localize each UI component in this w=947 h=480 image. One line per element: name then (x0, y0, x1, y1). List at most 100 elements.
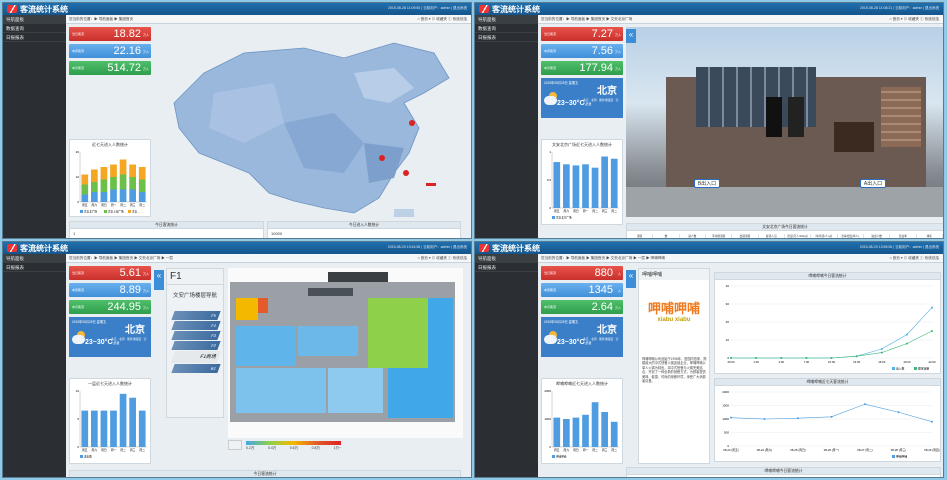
user-info[interactable]: 2015-08-28 11:08:21 | 当前用户：admin | 退出系统 (860, 6, 939, 10)
x-tick-label: 19:00 (903, 360, 910, 364)
zone-high[interactable] (236, 298, 258, 320)
bar (110, 164, 117, 177)
sidebar-item-nav[interactable]: 导航面板 (475, 254, 538, 263)
title-bar: 客流统计系统 2015-08-28 11:08:21 | 当前用户：admin … (475, 3, 943, 15)
x-tick-label: 08-29 (周四) (924, 448, 939, 452)
cloud-icon (544, 335, 557, 344)
toolbar-links[interactable]: ⌂ 首页 ▾ ⊙ 收藏夹 ⓘ 系统总结 (889, 17, 940, 21)
zone-low[interactable] (236, 368, 326, 413)
zone-low[interactable] (428, 298, 453, 368)
floor-button[interactable]: F3 (171, 331, 221, 340)
legend-toggle[interactable] (228, 440, 242, 450)
zone-low[interactable] (388, 368, 453, 418)
china-map[interactable] (164, 33, 464, 223)
y-tick-label: 5 (77, 417, 79, 421)
y-tick-label: 20 (76, 150, 80, 154)
user-info[interactable]: 2015-08-29 13:55:06 | 当前用户：admin | 退出系统 (859, 245, 939, 249)
bar (553, 417, 561, 447)
user-info[interactable]: 2015-08-28 11:09:50 | 当前用户：admin | 退出系统 (388, 6, 467, 10)
bar (601, 412, 608, 447)
sidebar-item-report[interactable]: 日报报表 (475, 263, 538, 272)
app-title: 客流统计系统 (492, 5, 540, 14)
today-line-panel: 呷哺呷哺今日客流统计 0 10 20 30 40 20:00 1:00 4:00 7:00 10:… (714, 272, 941, 374)
zone-low[interactable] (298, 326, 358, 356)
shop-name: 呷哺呷哺 (639, 269, 709, 280)
floor-button[interactable]: F4 (171, 321, 221, 330)
legend-label: 文安上海广场 (108, 210, 124, 214)
floor-button[interactable]: F5 (171, 311, 221, 320)
table-header-cell: 平均通道值 (706, 234, 733, 238)
sidebar-item-nav[interactable]: 导航面板 (475, 15, 538, 24)
y-tick-label: 10 (726, 338, 730, 342)
y-tick-label: 2000 (544, 389, 551, 393)
x-tick-label: 周三 (130, 448, 136, 452)
table-header-cell: 数 (653, 234, 680, 238)
x-tick-label: 周三 (602, 448, 608, 452)
bar (81, 174, 89, 185)
line-chart-today: 0 10 20 30 40 20:00 1:00 4:00 7:00 10:00 13:00 16:0… (726, 284, 936, 371)
bar (119, 159, 127, 175)
x-tick-label: 10:00 (828, 360, 835, 364)
sidebar-item-report[interactable]: 日报报表 (3, 263, 66, 272)
x-tick-label: 08-27 (周二) (857, 448, 872, 452)
table-header: 通道数进人数 平均通道值 出通道值 客流人员 密度(万人/100㎡) 时间(月/人/㎡) 竞… (627, 231, 943, 238)
floor-button[interactable]: F2 (171, 341, 221, 350)
billboard (766, 97, 782, 137)
zone-low[interactable] (236, 326, 296, 366)
window-floor: 客流统计系统 2015-08-29 13:44:56 | 当前用户：admin … (2, 241, 472, 478)
collapse-arrow-icon[interactable]: « (626, 29, 636, 43)
bar (119, 393, 127, 447)
x-tick-label: 08-28 (周三) (891, 448, 906, 452)
collapse-arrow-icon[interactable]: « (626, 270, 636, 288)
x-tick-label: 周二 (139, 203, 145, 207)
table-header-cell: 时间(月/人/㎡) (811, 234, 838, 238)
billboard (788, 97, 804, 137)
location-marker[interactable] (379, 155, 385, 161)
user-info[interactable]: 2015-08-29 13:44:56 | 当前用户：admin | 退出系统 (387, 245, 467, 249)
sidebar-item-nav[interactable]: 导航面板 (3, 254, 66, 263)
stat-month: 本月客流 177.94 万人 (541, 61, 623, 75)
zone-medium[interactable] (368, 298, 428, 368)
sidebar-item-nav[interactable]: 导航面板 (3, 15, 66, 24)
data-point (880, 348, 883, 350)
location-marker[interactable] (409, 120, 415, 126)
table-header-cell: 出通道值 (732, 234, 759, 238)
toolbar-links[interactable]: ⌂ 首页 ▾ ⊙ 收藏夹 ⓘ 系统总结 (889, 256, 940, 260)
sidebar: 导航面板 数据查询 日报报表 (475, 15, 538, 238)
floor-button[interactable]: F1商场 (170, 351, 222, 363)
zone-low[interactable] (328, 368, 383, 413)
side-building (881, 87, 921, 147)
sidebar: 导航面板 数据查询 日报报表 (3, 15, 66, 238)
sidebar: 导航面板 日报报表 (3, 254, 66, 477)
floor-plan-map[interactable] (228, 268, 463, 438)
heat-scale-label: 0.8万 (311, 446, 320, 450)
legend-label: 进出数 (84, 455, 92, 459)
seven-day-chart: 一层近七天进入人数统计 0 5 10 周五 周六 周日 周一 周二 周三 周二 进出数 (69, 378, 151, 464)
entrance-b-label[interactable]: B出入口 (694, 179, 720, 188)
stat-month: 本月客流 514.72 万人 (69, 61, 151, 75)
stat-today: 当日客流 18.82 万人 (69, 27, 151, 41)
sidebar-item-query[interactable]: 数据查询 (475, 24, 538, 33)
x-tick-label: 周一 (111, 448, 117, 452)
stat-today: 当日客流 5.61 万人 (69, 266, 151, 280)
entrance-a-label[interactable]: A出入口 (860, 179, 886, 188)
heat-legend: 0.2万 0.4万 0.6万 0.8万 1万~ (228, 440, 463, 454)
sidebar-item-query[interactable]: 数据查询 (3, 24, 66, 33)
bar (100, 167, 108, 180)
location-marker[interactable] (403, 170, 409, 176)
bar (110, 189, 117, 202)
sidebar-item-report[interactable]: 日报报表 (475, 33, 538, 42)
toolbar-links[interactable]: ⌂ 首页 ▾ ⊙ 收藏夹 ⓘ 系统总结 (417, 256, 468, 260)
toolbar-links[interactable]: ⌂ 首页 ▾ ⊙ 收藏夹 ⓘ 系统总结 (417, 17, 468, 21)
y-tick-label: 30 (726, 302, 730, 306)
floor-navigator: F1 文安广场楼层导航 F5 F4 F3 F2 F1商场 B1 (166, 268, 224, 418)
floor-button[interactable]: B1 (171, 364, 221, 373)
zone-hot[interactable] (258, 298, 268, 313)
collapse-arrow-icon[interactable]: « (154, 270, 164, 290)
sidebar-item-report[interactable]: 日报报表 (3, 33, 66, 42)
table-header-cell: 竞争密度(年人) (838, 234, 864, 238)
window-shop: 客流统计系统 2015-08-29 13:55:06 | 当前用户：admin … (474, 241, 944, 478)
x-tick-label: 周二 (611, 209, 617, 213)
